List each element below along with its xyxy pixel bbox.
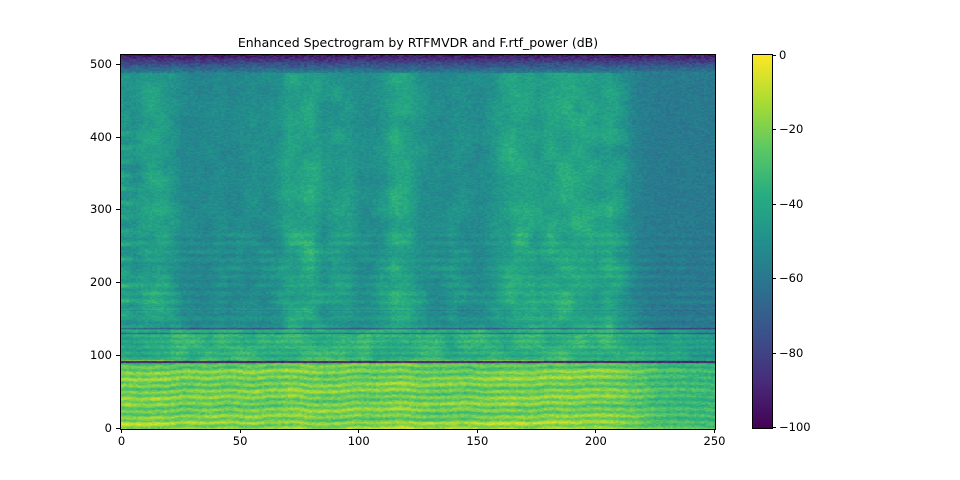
colorbar-tick-mark [772,129,776,131]
colorbar-tick-label: −60 [779,271,804,286]
x-tick-label: 0 [117,434,126,448]
x-tick-label: 250 [703,434,726,448]
x-tick-mark [595,429,597,433]
colorbar-tick-mark [772,278,776,280]
x-tick-mark [358,429,360,433]
y-tick-label: 300 [90,202,112,217]
y-tick-label: 200 [90,275,112,290]
y-tick-label: 400 [90,129,112,144]
colorbar-tick-mark [772,352,776,354]
x-tick-mark [121,429,122,433]
y-tick-mark [116,63,120,65]
y-tick-mark [116,209,120,211]
y-tick-label: 0 [104,421,112,435]
colorbar-tick-mark [772,203,776,205]
colorbar-tick-label: 0 [779,48,787,62]
y-tick-label: 100 [90,348,112,363]
colorbar [752,54,773,429]
y-tick-mark [116,428,120,429]
y-tick-mark [116,282,120,284]
x-tick-label: 150 [466,434,489,448]
x-tick-label: 50 [232,434,248,448]
colorbar-tick-label: −20 [779,122,804,137]
x-tick-mark [714,429,715,433]
y-tick-mark [116,355,120,357]
plot-frame [120,54,716,430]
colorbar-tick-label: −80 [779,345,804,360]
colorbar-tick-mark [772,427,776,428]
y-tick-mark [116,136,120,138]
x-tick-mark [476,429,478,433]
colorbar-tick-mark [772,55,776,56]
colorbar-tick-label: −40 [779,196,804,211]
x-tick-label: 100 [347,434,370,448]
x-tick-mark [239,429,241,433]
chart-title: Enhanced Spectrogram by RTFMVDR and F.rt… [237,35,599,50]
spectrogram-heatmap [121,55,715,429]
y-tick-label: 500 [90,56,112,71]
colorbar-tick-label: −100 [779,420,811,434]
x-tick-label: 200 [584,434,607,448]
